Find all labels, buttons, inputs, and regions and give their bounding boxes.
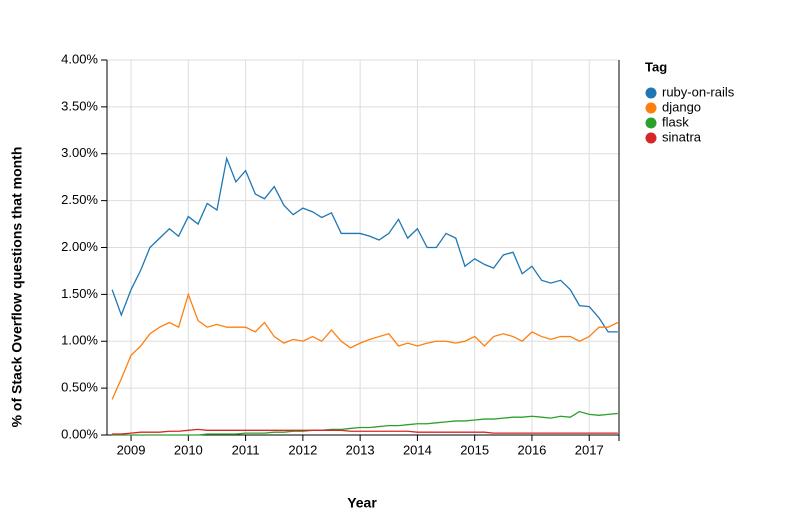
- series-line: [112, 410, 618, 436]
- x-tick-label: 2011: [232, 442, 260, 457]
- legend-swatch: [645, 117, 657, 129]
- x-tick-label: 2015: [460, 442, 489, 457]
- y-tick-label: 1.00%: [61, 333, 98, 348]
- legend-label: ruby-on-rails: [662, 84, 735, 99]
- legend-swatch: [645, 102, 657, 114]
- legend-label: flask: [662, 114, 689, 129]
- legend-label: sinatra: [662, 129, 702, 144]
- y-axis-label: % of Stack Overflow questions that month: [9, 147, 25, 428]
- y-tick-label: 3.50%: [61, 98, 98, 113]
- legend-swatch: [645, 87, 657, 99]
- x-tick-label: 2010: [174, 442, 203, 457]
- y-tick-label: 2.00%: [61, 239, 98, 254]
- y-tick-label: 0.50%: [61, 380, 98, 395]
- x-tick-label: 2013: [346, 442, 375, 457]
- x-tick-label: 2016: [517, 442, 546, 457]
- y-tick-label: 0.00%: [61, 426, 98, 441]
- x-tick-label: 2012: [288, 442, 317, 457]
- x-axis-label: Year: [347, 495, 377, 511]
- series-line: [111, 156, 618, 333]
- legend-swatch: [645, 132, 657, 144]
- y-tick-label: 4.00%: [61, 51, 98, 66]
- x-tick-label: 2017: [575, 442, 604, 457]
- y-tick-label: 2.50%: [61, 192, 98, 207]
- series-line: [111, 292, 619, 400]
- legend-title: Tag: [645, 59, 667, 74]
- legend-label: django: [662, 99, 701, 114]
- y-tick-label: 3.00%: [61, 145, 98, 160]
- series-line: [112, 428, 618, 435]
- x-tick-label: 2009: [117, 442, 146, 457]
- y-tick-label: 1.50%: [61, 286, 98, 301]
- x-tick-label: 2014: [403, 442, 432, 457]
